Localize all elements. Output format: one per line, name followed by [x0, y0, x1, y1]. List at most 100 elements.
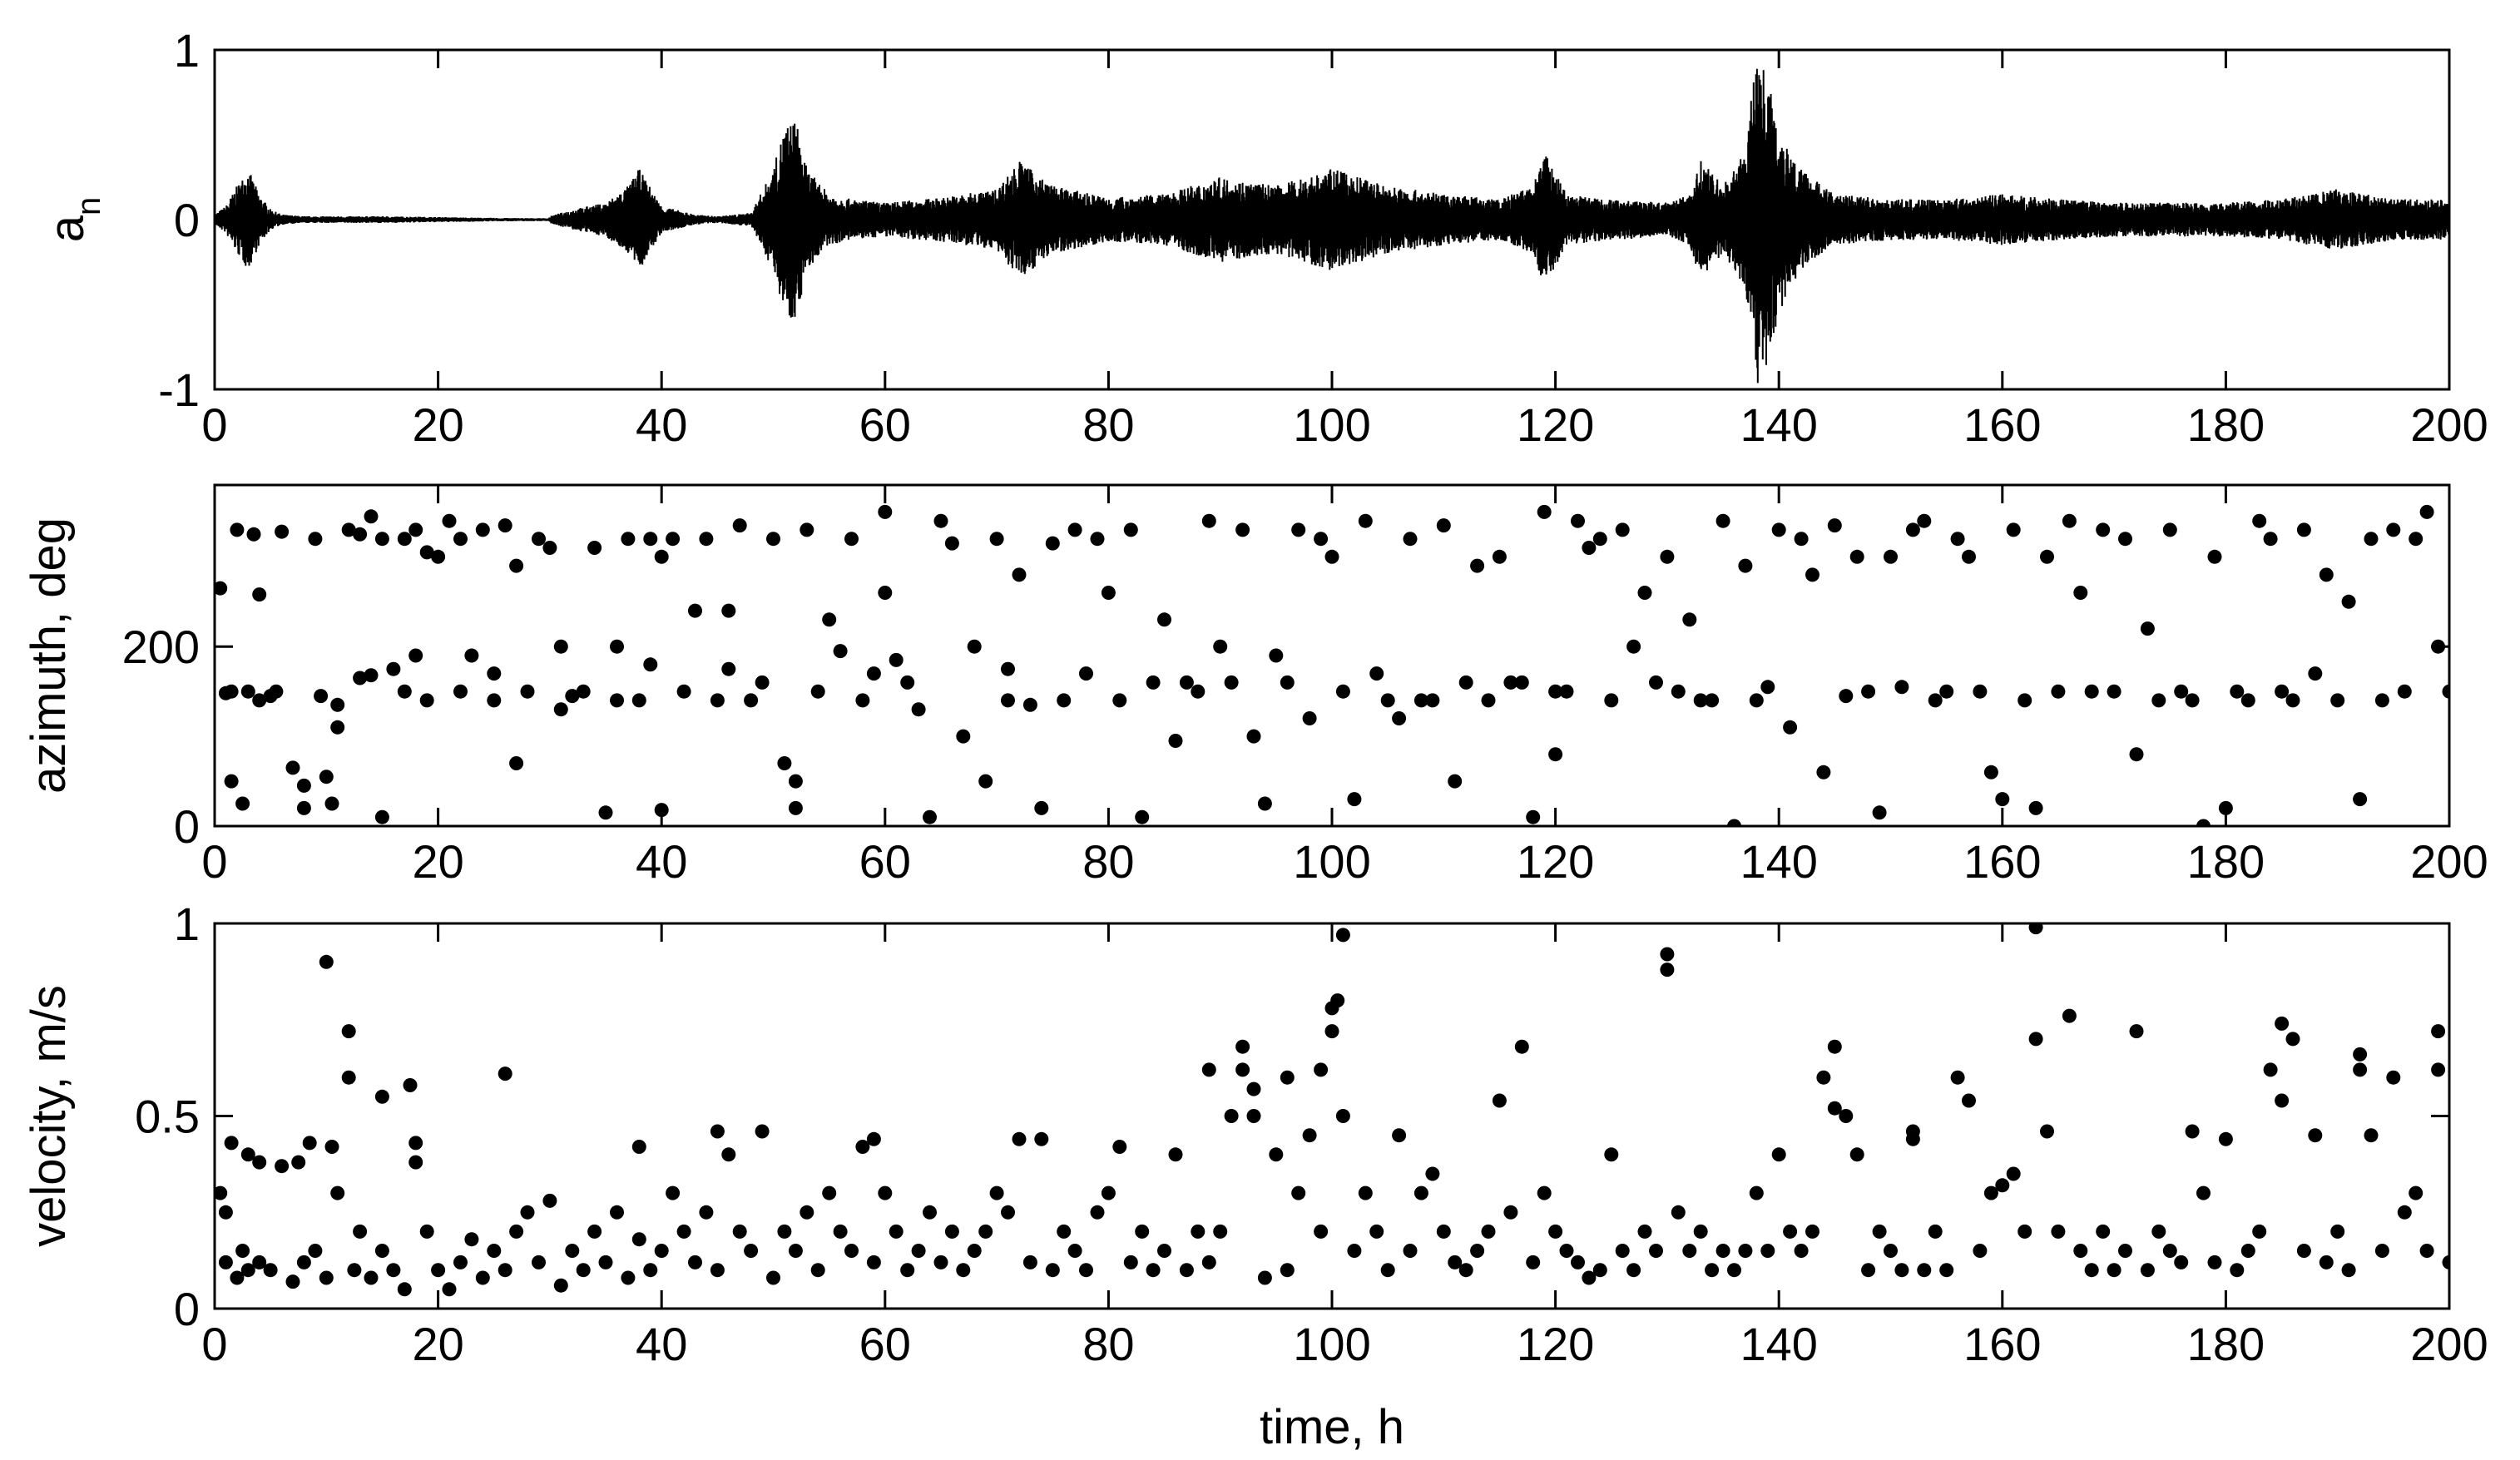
azimuth-point: [2341, 594, 2356, 609]
azimuth-point: [643, 532, 658, 547]
velocity-point: [1246, 1081, 1261, 1096]
azimuth-point: [2196, 819, 2211, 826]
velocity-point: [240, 1263, 255, 1278]
velocity-y-tick-label: 1: [174, 898, 200, 950]
amplitude-x-tick-label: 160: [1963, 398, 2041, 451]
velocity-point: [319, 954, 334, 969]
velocity-point: [403, 1078, 418, 1092]
azimuth-point: [1962, 549, 1976, 564]
velocity-point: [2084, 1263, 2099, 1278]
velocity-point: [1861, 1263, 1876, 1278]
velocity-point: [1123, 1255, 1138, 1269]
azimuth-point: [235, 796, 250, 811]
velocity-point: [330, 1185, 345, 1200]
azimuth-point: [1939, 684, 1954, 699]
azimuth-point: [224, 684, 239, 699]
azimuth-point: [2419, 504, 2434, 519]
amplitude-trace-line: [215, 68, 2449, 384]
azimuth-panel: 0 20 40 60 80 100 120 140 160 180 200 0 200 azimuth,…: [22, 483, 2488, 888]
azimuth-point: [1213, 639, 1228, 654]
velocity-point: [1458, 1263, 1473, 1278]
azimuth-point: [1090, 532, 1105, 547]
azimuth-point: [2374, 693, 2389, 708]
azimuth-point: [1571, 513, 1585, 528]
velocity-point: [1324, 1024, 1339, 1039]
velocity-point: [1939, 1263, 1954, 1278]
azimuth-x-tick-label: 20: [412, 835, 463, 888]
azimuth-point: [1224, 675, 1239, 690]
azimuth-point: [1771, 522, 1786, 537]
azimuth-point: [1514, 675, 1529, 690]
velocity-point: [643, 1263, 658, 1278]
velocity-point: [1358, 1185, 1373, 1200]
velocity-point: [1559, 1244, 1574, 1258]
azimuth-point: [246, 527, 261, 542]
velocity-point: [666, 1185, 681, 1200]
velocity-point: [296, 1255, 311, 1269]
velocity-point: [1045, 1263, 1060, 1278]
azimuth-point: [1191, 684, 1206, 699]
azimuth-point: [643, 657, 658, 672]
azimuth-point: [1347, 792, 1362, 807]
velocity-point: [224, 1136, 239, 1151]
velocity-point: [1514, 1039, 1529, 1054]
velocity-point: [319, 1270, 334, 1285]
azimuth-point: [1012, 567, 1027, 582]
azimuth-point: [1123, 522, 1138, 537]
azimuth-point: [269, 684, 284, 699]
azimuth-x-tick-label: 0: [201, 835, 227, 888]
azimuth-point: [1481, 693, 1496, 708]
azimuth-point: [532, 532, 546, 547]
velocity-point: [302, 1136, 317, 1151]
azimuth-point: [1470, 558, 1485, 573]
velocity-point: [442, 1282, 457, 1297]
velocity-point: [1950, 1070, 1965, 1085]
velocity-point: [1749, 1185, 1764, 1200]
velocity-point: [1962, 1093, 1976, 1108]
azimuth-point: [1526, 809, 1541, 824]
velocity-point: [218, 1255, 233, 1269]
azimuth-point: [654, 549, 669, 564]
velocity-point: [341, 1070, 356, 1085]
azimuth-point: [833, 644, 848, 659]
azimuth-x-tick-label: 120: [1517, 835, 1594, 888]
azimuth-point: [1324, 549, 1339, 564]
azimuth-point: [1034, 800, 1049, 815]
velocity-point: [1894, 1263, 1909, 1278]
velocity-point: [1022, 1255, 1037, 1269]
velocity-point: [2330, 1224, 2345, 1239]
azimuth-point: [1783, 720, 1798, 735]
velocity-point: [1157, 1244, 1171, 1258]
velocity-point: [610, 1205, 624, 1220]
azimuth-point: [1905, 522, 1920, 537]
velocity-point: [576, 1263, 591, 1278]
azimuth-point: [1727, 819, 1741, 826]
azimuth-point: [240, 684, 255, 699]
velocity-point: [2285, 1032, 2300, 1047]
azimuth-point: [956, 729, 971, 744]
velocity-point: [252, 1255, 267, 1269]
azimuth-point: [1548, 684, 1563, 699]
azimuth-point: [2006, 522, 2021, 537]
azimuth-point: [1582, 541, 1597, 555]
azimuth-point: [475, 522, 490, 537]
azimuth-point: [330, 720, 345, 735]
azimuth-point: [2330, 693, 2345, 708]
velocity-point: [2374, 1244, 2389, 1258]
amplitude-x-tick-label: 180: [2187, 398, 2265, 451]
azimuth-x-tick-label: 140: [1740, 835, 1817, 888]
azimuth-point: [2017, 693, 2032, 708]
velocity-point: [1380, 1263, 1395, 1278]
azimuth-point: [1392, 711, 1407, 725]
azimuth-point: [878, 504, 893, 519]
velocity-point: [1805, 1224, 1819, 1239]
azimuth-point: [2028, 800, 2043, 815]
azimuth-point: [1280, 675, 1295, 690]
azimuth-point: [1146, 675, 1161, 690]
velocity-y-tick-label: 0: [174, 1283, 200, 1335]
azimuth-point: [810, 684, 825, 699]
velocity-point: [866, 1131, 881, 1146]
azimuth-x-tick-label: 80: [1082, 835, 1134, 888]
velocity-point: [353, 1224, 368, 1239]
